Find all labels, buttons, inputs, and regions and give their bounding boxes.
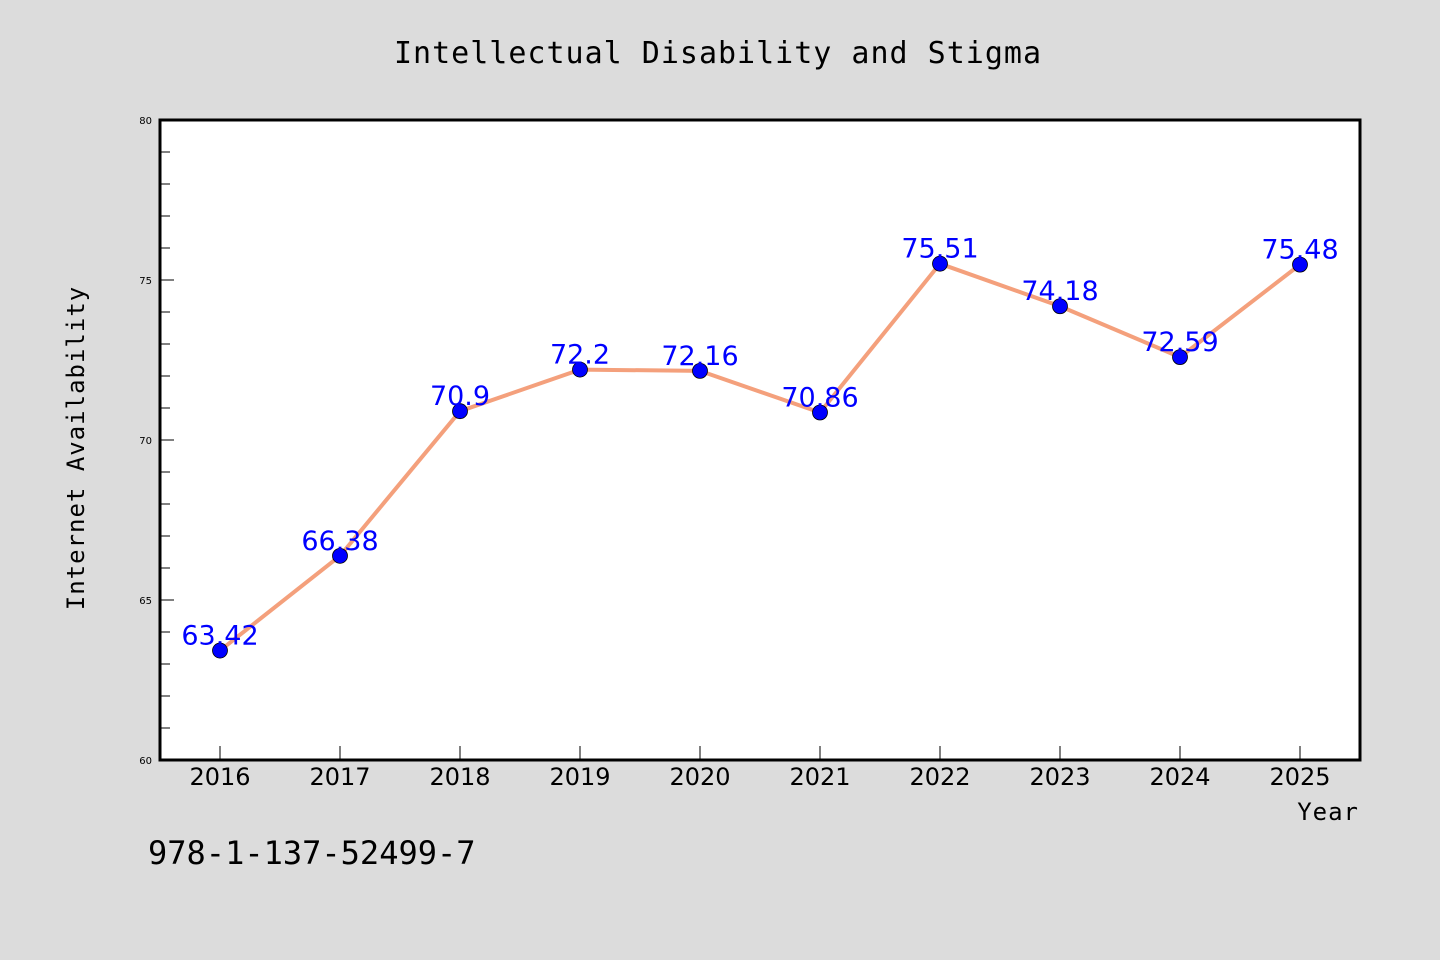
data-point-label: 75.51: [901, 234, 978, 265]
x-tick-label: 2022: [909, 763, 970, 791]
data-point-marker: [332, 547, 348, 564]
data-point-marker: [1292, 256, 1308, 273]
data-point-marker: [452, 403, 468, 420]
y-tick-label: 70: [139, 436, 152, 447]
y-tick-label: 65: [139, 596, 152, 607]
y-minor-ticks: [160, 151, 170, 729]
plot-area: [160, 120, 1360, 760]
data-point-marker: [1052, 298, 1068, 315]
y-tick-label: 60: [139, 756, 152, 767]
data-point-marker: [932, 255, 948, 272]
x-axis-label: Year: [1297, 798, 1359, 826]
data-point-marker: [1172, 349, 1188, 366]
chart-title: Intellectual Disability and Stigma: [394, 36, 1042, 71]
x-tick-label: 2023: [1029, 763, 1090, 791]
data-point-marker: [572, 361, 588, 378]
data-point-label: 66.38: [301, 526, 378, 557]
x-tick-label: 2024: [1149, 763, 1210, 791]
data-point-marker: [812, 404, 828, 421]
data-point-marker: [212, 642, 228, 659]
data-point-label: 63.42: [181, 621, 258, 652]
x-tick-label: 2018: [429, 763, 490, 791]
y-axis-label: Internet Availability: [62, 286, 90, 610]
data-labels: 63.42 66.38 70.9 72.2 72.16 70.86 75.51 74.18 72…: [181, 234, 1338, 652]
x-tick-label: 2020: [669, 763, 730, 791]
data-point-label: 72.59: [1141, 327, 1218, 358]
series-markers: [212, 255, 1308, 659]
data-point-label: 74.18: [1021, 276, 1098, 307]
data-point-marker: [692, 362, 708, 379]
x-axis-ticks: 2016 2017 2018 2019 2020 2021 2022 2023 2024 2025: [189, 746, 1331, 791]
y-tick-label: 75: [139, 276, 152, 287]
isbn-annotation: 978-1-137-52499-7: [148, 834, 476, 872]
x-tick-label: 2025: [1269, 763, 1330, 791]
plot-frame: [158, 118, 1362, 762]
series-line: [218, 261, 1302, 653]
data-point-label: 70.9: [430, 381, 490, 412]
data-point-label: 75.48: [1261, 235, 1338, 266]
y-tick-label: 80: [139, 116, 152, 127]
data-point-label: 72.2: [550, 340, 610, 371]
x-tick-label: 2017: [309, 763, 370, 791]
x-tick-label: 2019: [549, 763, 610, 791]
data-point-label: 70.86: [781, 382, 858, 413]
data-point-label: 72.16: [661, 341, 738, 372]
x-tick-label: 2016: [189, 763, 250, 791]
x-tick-label: 2021: [789, 763, 850, 791]
